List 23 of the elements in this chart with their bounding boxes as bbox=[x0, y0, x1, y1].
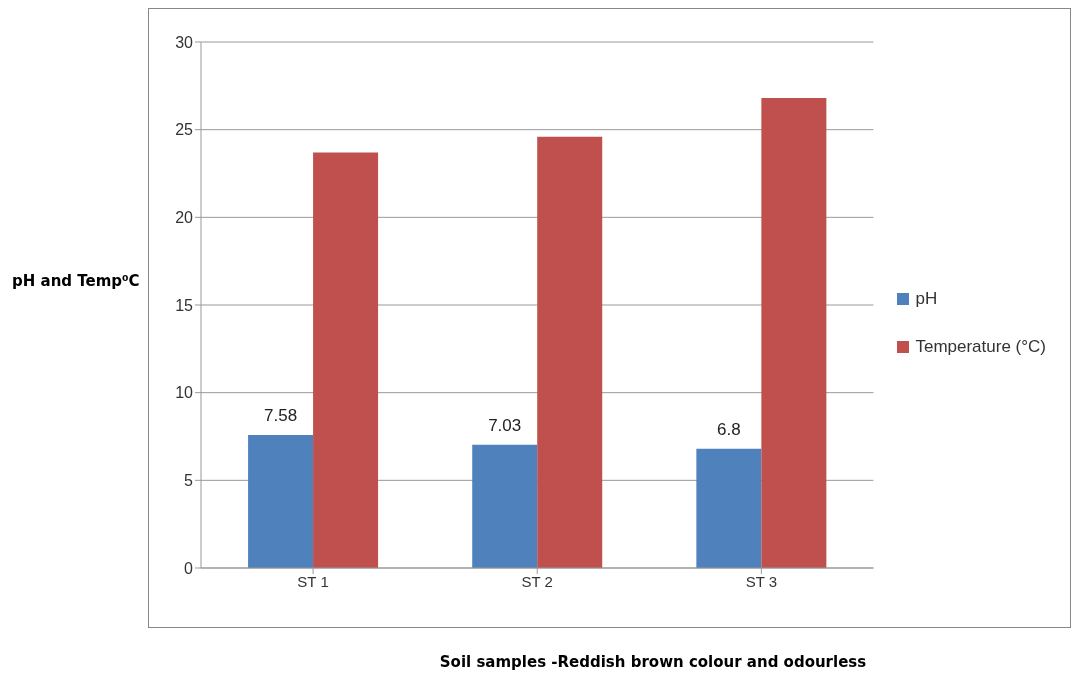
data-label: 7.58 bbox=[264, 406, 298, 426]
bar bbox=[313, 152, 379, 568]
y-tick-label: 10 bbox=[175, 384, 194, 402]
y-tick-label: 30 bbox=[175, 33, 194, 51]
y-tick-label: 15 bbox=[175, 296, 194, 314]
bar bbox=[248, 435, 314, 568]
y-axis-title: pH and Temp⁰C bbox=[12, 272, 140, 290]
bar bbox=[761, 98, 827, 568]
y-tick-label: 20 bbox=[175, 209, 194, 227]
data-label: 7.03 bbox=[488, 415, 522, 435]
y-tick-label: 25 bbox=[175, 121, 194, 139]
bar bbox=[696, 448, 762, 568]
x-axis-title: Soil samples -Reddish brown colour and odourless bbox=[438, 653, 868, 671]
bar bbox=[537, 136, 603, 568]
x-tick-label: ST 3 bbox=[745, 572, 778, 590]
y-tick-label: 5 bbox=[184, 472, 194, 490]
bar bbox=[472, 444, 538, 568]
x-tick-label: ST 2 bbox=[521, 572, 553, 590]
legend-label: pH bbox=[915, 289, 938, 309]
data-label: 6.8 bbox=[717, 419, 741, 439]
x-tick-label: ST 1 bbox=[297, 572, 329, 590]
legend-label: Temperature (°C) bbox=[915, 337, 1046, 357]
y-tick-label: 0 bbox=[184, 559, 194, 577]
